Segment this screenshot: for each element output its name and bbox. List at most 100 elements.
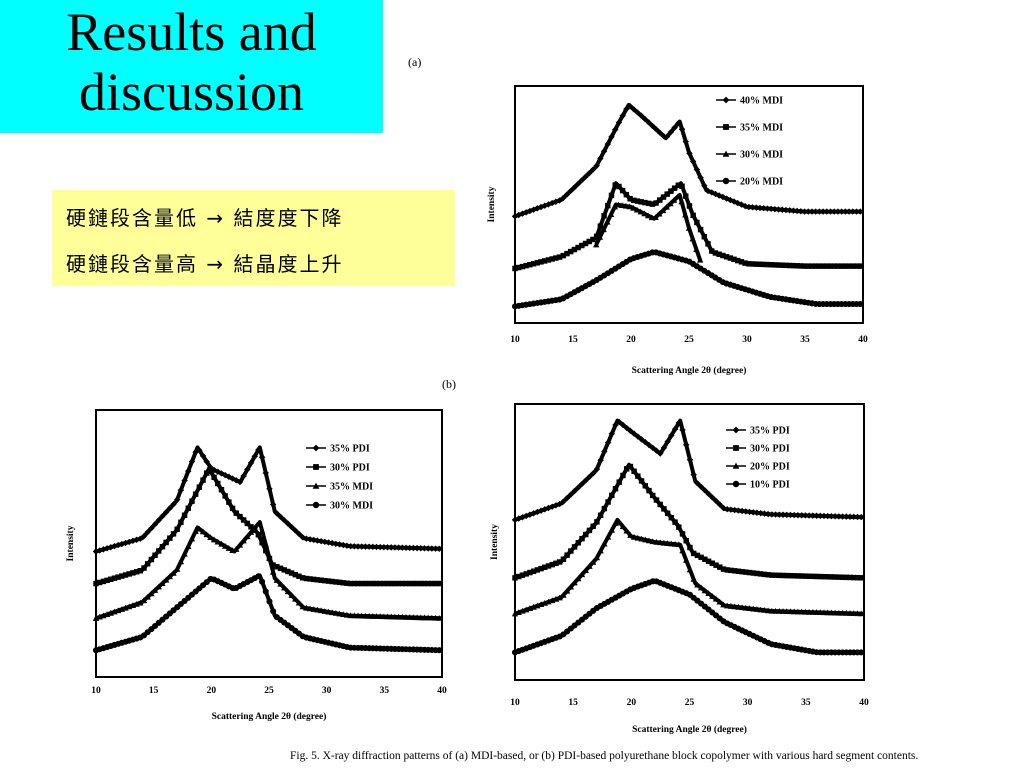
data-point	[402, 544, 410, 551]
data-point	[675, 182, 682, 188]
data-point	[567, 583, 575, 590]
chart-b-left-pdi-mdi: 10 15 20 25 30 35 40 Scattering Angle 2θ (degre…	[66, 409, 447, 722]
data-point	[601, 505, 608, 512]
data-point	[359, 580, 365, 587]
data-point	[630, 204, 637, 211]
data-point	[797, 208, 805, 215]
data-point	[108, 576, 114, 582]
data-point	[653, 200, 659, 206]
data-point	[623, 466, 630, 472]
data-point	[340, 580, 346, 586]
data-point	[523, 571, 529, 577]
data-point	[631, 197, 637, 204]
data-point	[645, 200, 652, 207]
data-point	[314, 606, 321, 613]
data-point	[791, 573, 797, 579]
data-point	[436, 614, 443, 621]
data-point	[705, 590, 712, 597]
data-point	[185, 543, 192, 550]
data-point	[306, 605, 314, 612]
data-point	[247, 529, 255, 535]
data-point	[564, 552, 570, 558]
data-point	[690, 576, 697, 582]
data-point	[678, 198, 685, 205]
data-point	[727, 255, 734, 261]
data-point	[694, 581, 701, 588]
data-point	[683, 441, 690, 449]
data-point	[597, 512, 604, 518]
data-point	[207, 534, 214, 541]
data-point	[207, 468, 214, 474]
data-point	[622, 202, 630, 209]
title-banner: Results and discussion	[0, 0, 383, 133]
data-point	[96, 579, 103, 586]
data-point	[178, 519, 184, 525]
data-point	[779, 262, 785, 268]
data-point	[292, 571, 299, 578]
data-point	[858, 610, 865, 617]
data-point	[355, 580, 361, 587]
data-point	[141, 565, 147, 571]
data-point	[779, 511, 787, 518]
data-point	[332, 609, 340, 616]
data-point	[701, 182, 708, 189]
data-point	[259, 539, 265, 546]
x-tick-label: 15	[568, 335, 578, 345]
data-point	[560, 591, 567, 598]
data-point	[519, 263, 526, 270]
data-point	[281, 584, 288, 591]
data-point	[616, 479, 622, 485]
data-point	[582, 567, 589, 573]
data-point	[608, 430, 615, 438]
data-point	[516, 573, 522, 580]
data-point	[668, 514, 675, 521]
data-point	[787, 572, 794, 579]
data-point	[708, 189, 715, 196]
data-point	[166, 573, 174, 580]
data-point	[556, 594, 563, 601]
data-point	[641, 210, 648, 217]
data-point	[418, 580, 424, 587]
data-point	[579, 535, 585, 542]
data-point	[813, 512, 820, 519]
data-point	[663, 203, 670, 210]
series-35-pdi	[92, 445, 443, 555]
data-point	[299, 603, 306, 610]
x-tick-label: 25	[685, 698, 695, 708]
data-point	[824, 574, 831, 580]
x-tick-label: 15	[568, 698, 578, 708]
data-point	[627, 532, 634, 538]
data-point	[697, 483, 705, 490]
data-point	[582, 240, 589, 247]
data-point	[273, 577, 281, 583]
data-point	[159, 580, 166, 587]
legend-label: 35% MDI	[740, 123, 783, 134]
data-point	[314, 577, 321, 583]
data-point	[728, 567, 734, 574]
data-point	[310, 606, 317, 612]
data-point	[716, 251, 722, 257]
data-point	[122, 539, 129, 547]
data-point	[318, 577, 324, 583]
data-point	[674, 193, 682, 200]
data-point	[575, 540, 582, 546]
data-point	[757, 571, 764, 577]
data-point	[679, 547, 686, 554]
data-point	[656, 129, 663, 136]
legend-entry: 30% PDI	[306, 463, 370, 474]
x-tick-label: 40	[858, 335, 868, 345]
chart-a-mdi: 10 15 20 25 30 35 40 Scattering Angle 2θ (degre…	[487, 85, 868, 376]
data-point	[832, 574, 838, 580]
data-point	[196, 484, 203, 490]
data-point	[104, 577, 110, 584]
legend-entry: 35% PDI	[726, 426, 790, 437]
data-point	[683, 557, 690, 563]
data-point	[295, 599, 303, 606]
data-point	[727, 506, 735, 513]
data-point	[578, 571, 586, 578]
data-point	[696, 256, 704, 263]
data-point	[511, 516, 519, 524]
data-point	[649, 201, 656, 207]
data-point	[795, 573, 801, 579]
data-point	[204, 470, 210, 476]
